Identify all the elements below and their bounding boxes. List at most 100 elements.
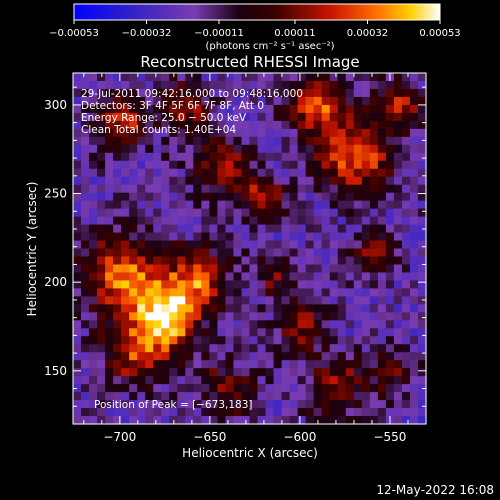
heatmap-cell: [81, 200, 90, 210]
heatmap-cell: [409, 224, 419, 234]
heatmap-cell: [249, 328, 259, 337]
heatmap-cell: [153, 160, 162, 170]
heatmap-cell: [89, 104, 98, 114]
heatmap-cell: [177, 328, 186, 337]
heatmap-cell: [265, 104, 275, 114]
heatmap-cell: [145, 248, 154, 258]
heatmap-cell: [297, 400, 307, 409]
heatmap-cell: [297, 240, 307, 250]
heatmap-cell: [337, 88, 347, 98]
heatmap-cell: [177, 224, 186, 234]
heatmap-cell: [385, 384, 395, 393]
heatmap-cell: [369, 264, 379, 274]
heatmap-cell: [409, 128, 419, 138]
heatmap-cell: [201, 264, 210, 274]
heatmap-cell: [345, 96, 355, 106]
heatmap-cell: [273, 344, 283, 353]
heatmap-cell: [409, 208, 419, 218]
heatmap-cell: [377, 216, 387, 226]
heatmap-cell: [337, 336, 347, 345]
heatmap-cell: [145, 288, 154, 297]
heatmap-cell: [281, 232, 291, 242]
heatmap-cell: [329, 232, 339, 242]
heatmap-cell: [233, 320, 243, 329]
heatmap-cell: [169, 368, 178, 377]
heatmap-cell: [329, 272, 339, 282]
heatmap-cell: [105, 328, 114, 337]
heatmap-cell: [401, 368, 411, 377]
heatmap-cell: [105, 176, 114, 186]
heatmap-cell: [353, 184, 363, 194]
heatmap-cell: [369, 112, 379, 122]
heatmap-cell: [129, 120, 138, 130]
heatmap-cell: [289, 80, 299, 90]
heatmap-cell: [417, 176, 427, 186]
heatmap-cell: [273, 360, 283, 369]
heatmap-cell: [153, 368, 162, 377]
heatmap-cell: [137, 240, 146, 250]
heatmap-cell: [105, 296, 114, 305]
heatmap-cell: [289, 184, 299, 194]
heatmap-cell: [337, 224, 347, 234]
heatmap-cell: [305, 216, 315, 226]
heatmap-cell: [185, 216, 194, 226]
heatmap-cell: [225, 352, 235, 361]
heatmap-cell: [137, 176, 146, 186]
heatmap-cell: [81, 96, 90, 106]
heatmap-cell: [257, 144, 267, 154]
heatmap-cell: [249, 376, 259, 385]
heatmap-cell: [161, 312, 170, 321]
heatmap-cell: [273, 392, 283, 401]
heatmap-cell: [217, 392, 227, 401]
heatmap-cell: [417, 200, 427, 210]
heatmap-cell: [97, 280, 106, 289]
heatmap-cell: [145, 128, 154, 138]
heatmap-cell: [305, 288, 315, 297]
annotation-detectors: Detectors: 3F 4F 5F 6F 7F 8F, Att 0: [81, 100, 264, 112]
heatmap-cell: [105, 376, 114, 385]
heatmap-cell: [129, 280, 138, 289]
heatmap-cell: [193, 168, 202, 178]
heatmap-cell: [97, 400, 106, 409]
heatmap-cell: [321, 328, 331, 337]
heatmap-cell: [377, 408, 387, 417]
heatmap-cell: [97, 408, 106, 417]
heatmap-cell: [417, 216, 427, 226]
heatmap-cell: [377, 312, 387, 321]
heatmap-cell: [73, 296, 82, 305]
heatmap-cell: [273, 96, 283, 106]
heatmap-cell: [265, 264, 275, 274]
heatmap-cell: [105, 392, 114, 401]
heatmap-cell: [313, 256, 323, 266]
heatmap-cell: [409, 104, 419, 114]
heatmap-cell: [241, 264, 251, 274]
heatmap-cell: [161, 104, 170, 114]
heatmap-cell: [409, 152, 419, 162]
heatmap-cell: [225, 320, 235, 329]
heatmap-cell: [281, 160, 291, 170]
heatmap-cell: [89, 96, 98, 106]
heatmap-cell: [353, 128, 363, 138]
heatmap-cell: [265, 200, 275, 210]
heatmap-cell: [129, 224, 138, 234]
heatmap-cell: [385, 104, 395, 114]
heatmap-cell: [113, 392, 122, 401]
heatmap-cell: [313, 400, 323, 409]
heatmap-cell: [249, 320, 259, 329]
heatmap-cell: [73, 120, 82, 130]
heatmap-cell: [73, 376, 82, 385]
heatmap-cell: [281, 152, 291, 162]
heatmap-cell: [177, 96, 186, 106]
heatmap-cell: [241, 368, 251, 377]
heatmap-cell: [361, 136, 371, 146]
heatmap-cell: [233, 128, 243, 138]
heatmap-cell: [145, 320, 154, 329]
heatmap-cell: [121, 320, 130, 329]
heatmap-cell: [73, 160, 82, 170]
heatmap-cell: [313, 304, 323, 313]
heatmap-cell: [137, 168, 146, 178]
heatmap-cell: [337, 80, 347, 90]
heatmap-cell: [129, 264, 138, 274]
heatmap-cell: [105, 336, 114, 345]
